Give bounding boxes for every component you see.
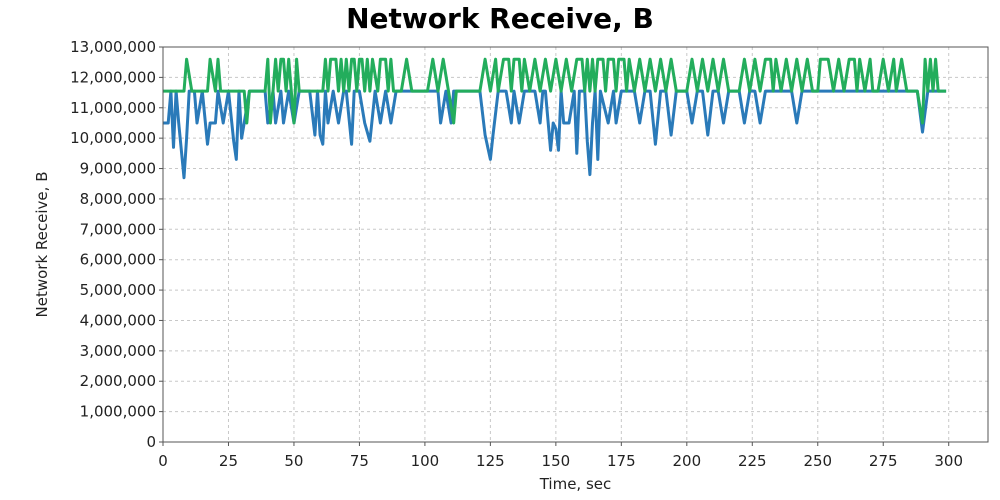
x-tick-label: 0 xyxy=(158,452,168,470)
series-line-1 xyxy=(163,89,947,180)
y-tick-label: 13,000,000 xyxy=(70,38,156,56)
x-tick-label: 225 xyxy=(738,452,767,470)
axis-ticks: 0 1,000,000 2,000,000 3,000,000 4,000,000 5,0… xyxy=(70,38,963,470)
y-tick-label: 11,000,000 xyxy=(70,99,156,117)
y-tick-label: 5,000,000 xyxy=(80,281,156,299)
y-tick-label: 3,000,000 xyxy=(80,342,156,360)
x-tick-label: 125 xyxy=(476,452,505,470)
x-tick-label: 25 xyxy=(219,452,238,470)
x-tick-label: 275 xyxy=(869,452,898,470)
y-tick-label: 9,000,000 xyxy=(80,160,156,178)
x-tick-label: 250 xyxy=(803,452,832,470)
series-layer xyxy=(163,57,947,180)
y-tick-label: 1,000,000 xyxy=(80,403,156,421)
x-tick-label: 300 xyxy=(934,452,963,470)
y-tick-label: 12,000,000 xyxy=(70,68,156,86)
chart-title: Network Receive, B xyxy=(346,2,654,35)
plot-frame xyxy=(162,46,989,443)
x-tick-label: 150 xyxy=(542,452,571,470)
y-tick-label: 6,000,000 xyxy=(80,251,156,269)
y-tick-label: 7,000,000 xyxy=(80,220,156,238)
y-axis-label: Network Receive, B xyxy=(33,172,51,318)
x-axis-label: Time, sec xyxy=(539,475,612,493)
y-tick-label: 2,000,000 xyxy=(80,372,156,390)
y-tick-label: 10,000,000 xyxy=(70,129,156,147)
x-tick-label: 75 xyxy=(350,452,369,470)
series-line-2 xyxy=(163,57,947,125)
y-tick-label: 0 xyxy=(146,433,156,451)
y-tick-label: 4,000,000 xyxy=(80,311,156,329)
x-tick-label: 200 xyxy=(672,452,701,470)
y-tick-label: 8,000,000 xyxy=(80,190,156,208)
x-tick-label: 175 xyxy=(607,452,636,470)
x-tick-label: 100 xyxy=(411,452,440,470)
x-tick-label: 50 xyxy=(284,452,303,470)
